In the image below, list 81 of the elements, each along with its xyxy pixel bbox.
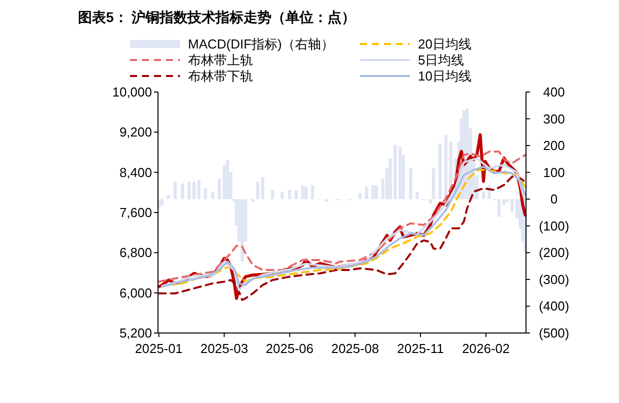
bar [240, 199, 244, 262]
y-tick-label: 6,800 [119, 245, 152, 260]
bar [398, 146, 402, 200]
bar [381, 178, 384, 200]
bar [222, 165, 226, 200]
bar [192, 182, 196, 200]
bar [304, 186, 308, 200]
y-tick-label: 9,200 [119, 124, 152, 140]
chart-title: 图表5： 沪铜指数技术指标走势（单位：点） [78, 9, 356, 25]
legend-item: 10日均线 [360, 68, 472, 84]
legend-label: 布林带上轨 [188, 52, 253, 68]
bar [402, 155, 405, 200]
legend-item: MACD(DIF指标)（右轴） [130, 36, 334, 52]
bar [502, 199, 506, 205]
bar [409, 168, 412, 200]
bar [288, 190, 292, 200]
bar [229, 172, 232, 200]
x-tick-label: 2025-03 [200, 341, 248, 356]
bar [364, 186, 368, 200]
legend-item: 布林带下轨 [130, 68, 253, 84]
legend-item: 20日均线 [360, 36, 472, 52]
line-series [158, 176, 526, 302]
bar [187, 182, 191, 200]
y2-tick-label: (300) [538, 272, 570, 287]
legend-item: 5日均线 [360, 52, 464, 68]
x-tick-label: 2025-01 [134, 341, 183, 356]
bar [506, 199, 509, 202]
bar [301, 185, 304, 200]
y2-tick-label: 100 [543, 164, 565, 180]
y-tick-label: 6,000 [119, 285, 152, 300]
bar [432, 168, 436, 200]
bar [244, 199, 248, 242]
bar [204, 188, 208, 200]
x-tick-label: 2025-06 [266, 341, 314, 356]
y2-tick-label: 400 [543, 84, 565, 100]
y2-tick-label: 0 [550, 192, 558, 207]
bar [251, 199, 254, 202]
y2-tick-label: 300 [543, 111, 565, 126]
bar [167, 195, 170, 200]
bar [280, 192, 284, 200]
legend-label: 10日均线 [418, 68, 472, 84]
bar [237, 199, 241, 242]
bar [294, 190, 298, 200]
legend-label: 20日均线 [418, 36, 472, 52]
bar [385, 168, 389, 200]
x-tick-label: 2025-08 [331, 341, 379, 356]
bar [270, 190, 274, 200]
y-tick-label: 5,200 [119, 326, 152, 340]
x-tick-label: 2026-02 [462, 341, 510, 356]
bar [444, 135, 448, 200]
y-tick-label: 10,000 [112, 84, 152, 100]
bar [358, 193, 362, 200]
y2-tick-label: (100) [538, 218, 570, 234]
bar [428, 199, 432, 204]
bar [510, 199, 514, 212]
legend-label: 布林带下轨 [188, 68, 253, 84]
bar [324, 199, 328, 202]
y2-tick-label: (200) [538, 245, 570, 260]
bar [416, 192, 419, 200]
bar [197, 180, 200, 200]
bar [226, 160, 230, 200]
bar [438, 143, 442, 200]
y2-tick-label: (400) [538, 298, 570, 314]
legend-item: 布林带上轨 [130, 52, 253, 68]
legend-label: MACD(DIF指标)（右轴） [188, 36, 334, 52]
y-tick-label: 8,400 [119, 164, 152, 180]
bar [482, 192, 486, 200]
bar [371, 185, 375, 200]
legend-label: 5日均线 [418, 52, 464, 68]
bar [211, 192, 214, 200]
y-tick-label: 7,600 [119, 205, 152, 220]
bar [374, 185, 378, 200]
bar [515, 199, 519, 218]
bar [180, 184, 184, 200]
bar [310, 185, 314, 200]
y2-tick-label: 200 [543, 138, 565, 154]
y2-tick-label: (500) [538, 326, 570, 340]
bar [497, 199, 501, 217]
bar [160, 199, 164, 205]
x-tick-label: 2025-11 [397, 341, 444, 356]
bar [174, 182, 177, 200]
